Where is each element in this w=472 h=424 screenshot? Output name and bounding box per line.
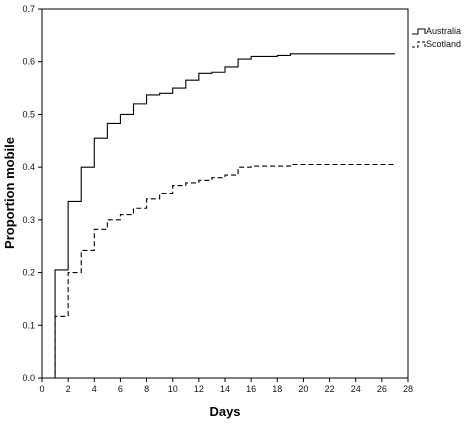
x-tick-label: 10	[168, 384, 178, 394]
x-axis-title: Days	[209, 404, 240, 419]
x-tick-label: 22	[325, 384, 335, 394]
x-tick-label: 0	[39, 384, 44, 394]
x-tick-label: 4	[92, 384, 97, 394]
legend-label-australia: Australia	[426, 26, 461, 36]
x-tick-label: 14	[220, 384, 230, 394]
x-tick-label: 16	[246, 384, 256, 394]
series-line-scotland	[42, 163, 396, 379]
x-tick-label: 28	[403, 384, 413, 394]
y-tick-label: 0.2	[22, 268, 35, 278]
y-tick-label: 0.7	[22, 4, 35, 14]
legend: Australia Scotland	[412, 26, 461, 49]
plot-frame	[41, 8, 409, 379]
series-line-australia	[42, 53, 395, 379]
x-tick-label: 24	[351, 384, 361, 394]
y-axis: 0.0 0.1 0.2 0.3 0.4 0.5 0.6 0.7	[22, 4, 42, 383]
x-axis: 0 2 4 6 8 10 12 14 16 18 20 22 24 26 28	[39, 378, 413, 394]
x-tick-label: 12	[194, 384, 204, 394]
x-tick-label: 18	[272, 384, 282, 394]
series-layer	[42, 53, 396, 379]
x-tick-label: 2	[66, 384, 71, 394]
x-tick-label: 26	[377, 384, 387, 394]
y-tick-label: 0.0	[22, 373, 35, 383]
x-tick-label: 6	[118, 384, 123, 394]
y-tick-label: 0.6	[22, 57, 35, 67]
y-axis-title: Proportion mobile	[2, 137, 17, 249]
x-tick-label: 8	[144, 384, 149, 394]
legend-label-scotland: Scotland	[426, 39, 461, 49]
y-tick-label: 0.5	[22, 109, 35, 119]
x-tick-label: 20	[298, 384, 308, 394]
legend-swatch-australia	[412, 28, 426, 35]
y-tick-label: 0.4	[22, 162, 35, 172]
y-tick-label: 0.1	[22, 320, 35, 330]
legend-swatch-scotland	[412, 41, 426, 48]
y-tick-label: 0.3	[22, 215, 35, 225]
